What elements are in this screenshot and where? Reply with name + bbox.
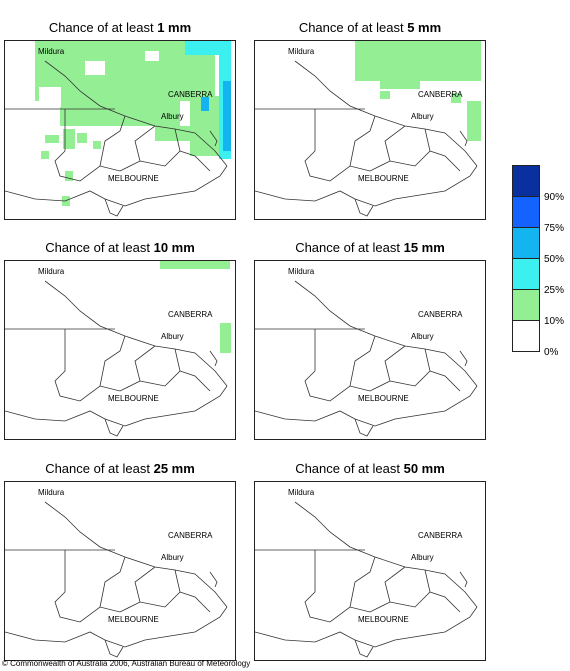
title-amount: 15 mm — [403, 240, 445, 255]
legend-label-75: 75% — [544, 223, 565, 234]
title-amount: 1 mm — [157, 20, 192, 35]
copyright-notice: © Commonwealth of Australia 2006, Austra… — [2, 659, 251, 668]
title-amount: 25 mm — [153, 461, 195, 476]
title-prefix: Chance of at least — [298, 20, 408, 35]
title-prefix: Chance of at least — [295, 461, 404, 476]
panel-title: Chance of at least 15 mm — [254, 240, 486, 255]
title-prefix: Chance of at least — [45, 240, 154, 255]
city-label-mildura: Mildura — [288, 267, 315, 276]
city-label-mildura: Mildura — [38, 47, 65, 56]
city-label-melbourne: MELBOURNE — [108, 615, 159, 624]
title-amount: 10 mm — [153, 240, 195, 255]
city-label-melbourne: MELBOURNE — [108, 174, 159, 183]
title-prefix: Chance of at least — [45, 461, 154, 476]
panel-title: Chance of at least 5 mm — [254, 20, 486, 35]
legend-swatch-10 — [512, 289, 540, 321]
state-borders — [5, 501, 228, 658]
title-amount: 50 mm — [403, 461, 445, 476]
rainfall-map: Mildura CANBERRA Albury MELBOURNE — [4, 260, 236, 440]
legend-swatch-90 — [512, 165, 540, 197]
city-label-mildura: Mildura — [288, 47, 315, 56]
city-label-melbourne: MELBOURNE — [358, 174, 409, 183]
legend-label-90: 90% — [544, 192, 565, 203]
city-label-melbourne: MELBOURNE — [108, 394, 159, 403]
city-label-canberra: CANBERRA — [418, 531, 463, 540]
city-label-mildura: Mildura — [288, 488, 315, 497]
legend-swatch-75 — [512, 196, 540, 228]
panel-title: Chance of at least 25 mm — [4, 461, 236, 476]
city-label-canberra: CANBERRA — [168, 90, 213, 99]
probability-shading — [160, 261, 231, 353]
panel-title: Chance of at least 10 mm — [4, 240, 236, 255]
probability-shading — [355, 41, 481, 141]
rainfall-map: Mildura CANBERRA Albury MELBOURNE — [254, 260, 486, 440]
rainfall-map: Mildura CANBERRA Albury MELBOURNE — [254, 481, 486, 661]
panel-title: Chance of at least 50 mm — [254, 461, 486, 476]
rainfall-map: Mildura CANBERRA Albury MELBOURNE — [4, 481, 236, 661]
state-borders — [255, 60, 478, 217]
city-label-canberra: CANBERRA — [168, 531, 213, 540]
city-label-albury: Albury — [411, 332, 434, 341]
panel-title: Chance of at least 1 mm — [4, 20, 236, 35]
city-label-canberra: CANBERRA — [168, 310, 213, 319]
city-label-albury: Albury — [161, 553, 184, 562]
city-label-albury: Albury — [161, 332, 184, 341]
title-prefix: Chance of at least — [295, 240, 404, 255]
state-borders — [255, 280, 478, 437]
state-borders — [5, 60, 228, 217]
legend-swatch-50 — [512, 227, 540, 259]
city-label-melbourne: MELBOURNE — [358, 394, 409, 403]
state-borders — [5, 280, 228, 437]
legend-swatch-25 — [512, 258, 540, 290]
legend-label-10: 10% — [544, 316, 565, 327]
city-label-albury: Albury — [411, 553, 434, 562]
legend-swatch-0 — [512, 320, 540, 352]
rainfall-map: Mildura CANBERRA Albury MELBOURNE — [254, 40, 486, 220]
city-label-mildura: Mildura — [38, 488, 65, 497]
city-label-mildura: Mildura — [38, 267, 65, 276]
city-label-melbourne: MELBOURNE — [358, 615, 409, 624]
legend-label-50: 50% — [544, 254, 565, 265]
city-label-albury: Albury — [161, 112, 184, 121]
legend-label-0: 0% — [544, 347, 559, 358]
city-label-albury: Albury — [411, 112, 434, 121]
state-borders — [255, 501, 478, 658]
city-label-canberra: CANBERRA — [418, 310, 463, 319]
title-prefix: Chance of at least — [48, 20, 158, 35]
title-amount: 5 mm — [407, 20, 442, 35]
city-label-canberra: CANBERRA — [418, 90, 463, 99]
legend-label-25: 25% — [544, 285, 565, 296]
rainfall-map: Mildura CANBERRA Albury MELBOURNE — [4, 40, 236, 220]
probability-shading — [35, 41, 231, 206]
